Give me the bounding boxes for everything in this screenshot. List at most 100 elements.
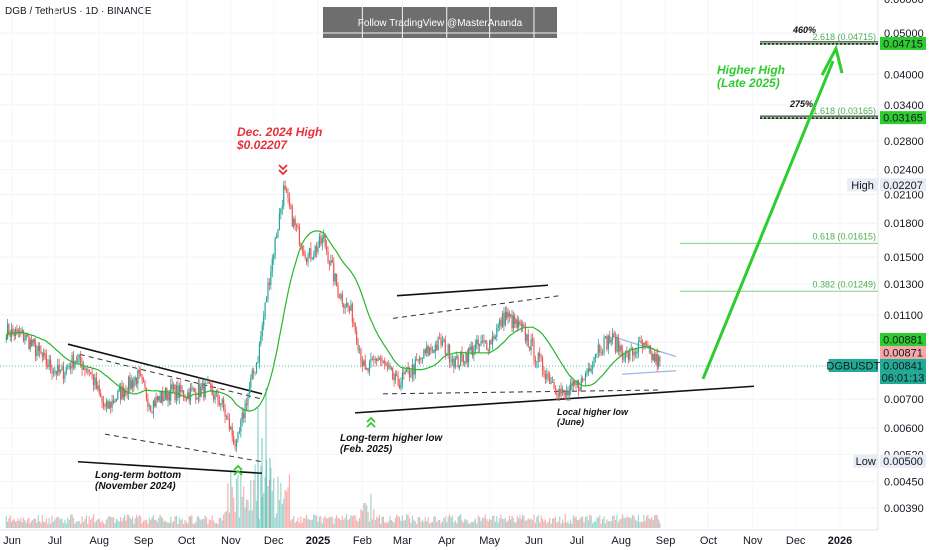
volume-bar — [321, 523, 323, 528]
volume-bar — [451, 515, 454, 528]
candle-body — [32, 339, 34, 346]
candle-body — [474, 344, 476, 352]
volume-bar — [361, 510, 363, 528]
candle-body — [119, 387, 122, 400]
candle-body — [420, 357, 422, 359]
candle-body — [158, 396, 160, 401]
volume-bar — [461, 520, 463, 528]
volume-bar — [189, 516, 192, 528]
candle-body — [366, 367, 368, 370]
volume-bar — [436, 521, 438, 528]
volume-bar — [172, 521, 175, 528]
volume-bar — [138, 514, 140, 528]
time-tick-label: Jul — [48, 535, 62, 547]
candle-body — [39, 346, 41, 352]
price-label-text: 06:01:13 — [882, 373, 925, 385]
candle-body — [258, 343, 260, 363]
volume-bar — [141, 523, 143, 528]
volume-bar — [208, 519, 210, 528]
volume-bar — [235, 478, 238, 528]
time-tick-label: Apr — [438, 535, 455, 547]
price-tick-label: 0.04000 — [884, 70, 924, 82]
candle-body — [75, 360, 77, 363]
volume-bar — [131, 516, 134, 528]
candle-body — [563, 389, 565, 393]
candle-body — [447, 344, 449, 354]
higher-high-annotation-line: Higher High — [717, 63, 785, 77]
candle-body — [12, 328, 14, 333]
candle-body — [87, 369, 89, 371]
candle-body — [30, 340, 33, 346]
volume-bar — [29, 523, 31, 528]
candle-body — [140, 373, 142, 377]
volume-bar — [484, 514, 486, 528]
price-tick-label: 0.00700 — [884, 394, 924, 406]
candle-body — [160, 391, 162, 403]
time-axis[interactable]: Jun Jul Aug Sep Oct Nov Dec 2025 Feb Mar Apr May Jun… — [3, 0, 852, 547]
candle-body — [40, 351, 42, 354]
candle-body — [501, 313, 504, 327]
volume-bar — [5, 516, 7, 528]
candle-body — [21, 330, 23, 333]
candle-body — [145, 387, 148, 399]
volume-bar — [503, 519, 505, 528]
candle-body — [465, 352, 467, 363]
volume-bar — [207, 523, 209, 528]
candle-body — [257, 362, 259, 363]
volume-bar — [121, 521, 123, 528]
candle-body — [100, 393, 102, 397]
candle-body — [297, 226, 299, 228]
volume-bar — [382, 516, 385, 528]
candle-body — [267, 282, 269, 300]
volume-bar — [81, 516, 83, 528]
time-tick-label: 2026 — [828, 535, 852, 547]
volume-bar — [47, 523, 49, 528]
candle-body — [210, 383, 212, 389]
candle-body — [448, 344, 451, 363]
candle-body — [523, 324, 525, 327]
volume-bar — [568, 523, 570, 528]
price-axis[interactable]: 0.060000.050000.040000.034000.028000.024… — [0, 0, 924, 515]
volume-bar — [427, 517, 429, 528]
volume-bar — [438, 519, 441, 528]
candle-body — [484, 340, 486, 343]
candle-body — [126, 393, 128, 395]
long-term-bottom-annotation: Long-term bottom (November 2024) — [95, 470, 181, 492]
candle-body — [592, 365, 594, 369]
candle-body — [331, 260, 333, 263]
candle-body — [108, 401, 110, 409]
candle-body — [277, 229, 279, 238]
candle-body — [406, 367, 408, 373]
candle-body — [354, 322, 356, 332]
price-label-box — [880, 178, 926, 192]
candle-body — [82, 366, 85, 370]
candle-body — [489, 340, 491, 351]
price-tick-label: 0.01300 — [884, 279, 924, 291]
fib-level-label: 2.618 (0.04715) — [812, 32, 876, 42]
candle-body — [612, 333, 614, 340]
volume-bar — [187, 523, 189, 528]
volume-bar — [457, 516, 459, 528]
volume-bar — [151, 517, 153, 528]
volume-bar — [404, 519, 406, 528]
candle-body — [94, 377, 96, 386]
long-term-bottom-annotation-line: (November 2024) — [95, 481, 176, 492]
time-tick-label: Sep — [134, 535, 154, 547]
time-tick-label: Jul — [570, 535, 584, 547]
volume-bar — [537, 515, 539, 528]
volume-bar — [102, 522, 105, 528]
volume-bar — [410, 522, 412, 528]
candle-body — [323, 234, 325, 239]
candle-body — [185, 398, 188, 400]
volume-bar — [578, 520, 580, 528]
candle-body — [586, 373, 588, 375]
candle-body — [65, 366, 67, 374]
volume-spike — [261, 438, 263, 528]
volume-bar — [515, 522, 517, 528]
volume-bar — [144, 520, 146, 528]
volume-bar — [617, 522, 619, 528]
volume-bar — [60, 519, 62, 528]
candle-body — [643, 342, 645, 348]
candle-body — [163, 397, 165, 402]
